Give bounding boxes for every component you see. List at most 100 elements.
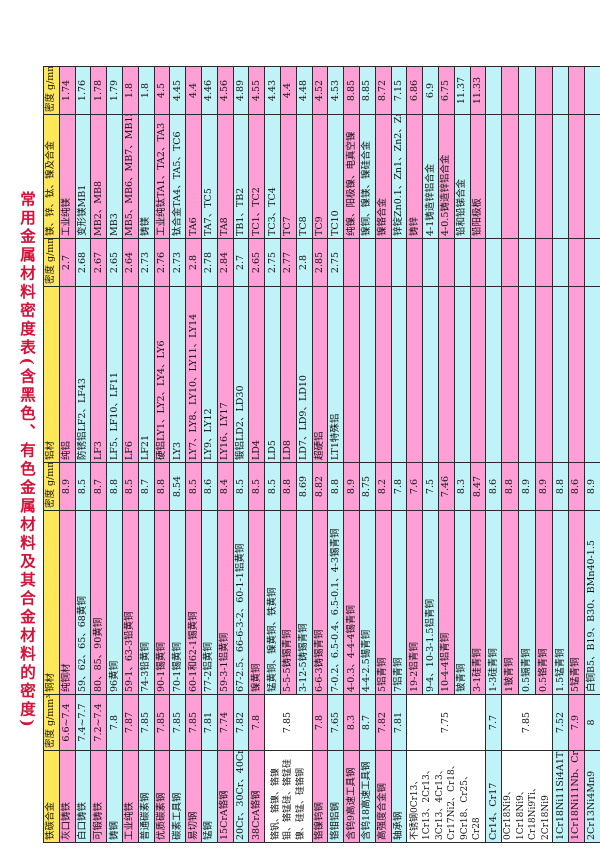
- copper-name: 90-1锡黄铜: [154, 510, 170, 695]
- steel-density: 7.85: [154, 694, 170, 751]
- steel-name: 含钨18高速工具钢: [359, 750, 376, 843]
- mgznti-density: 4.4: [185, 66, 202, 115]
- mgznti-name: 4-0.5铸造锌铝合金: [438, 114, 455, 239]
- copper-density: 8.5: [185, 462, 202, 511]
- aluminum-name: 超硬铝: [312, 286, 328, 463]
- copper-name: 锰黄铜、镍黄铜、铁黄铜: [264, 510, 281, 695]
- copper-density: 7.8: [391, 462, 407, 511]
- mgznti-density: 4.43: [264, 66, 281, 115]
- header-steel-density: 密度 g/mm³: [43, 694, 60, 751]
- mgznti-name: 铅和铅锑合金: [454, 114, 471, 239]
- copper-density: 8.6: [201, 462, 218, 511]
- steel-density: 7.85: [501, 694, 553, 751]
- copper-name: 59-3-1铝黄铜: [217, 510, 234, 695]
- steel-name: 铸钢: [106, 750, 123, 843]
- aluminum-name: LY9、LY12: [201, 286, 218, 463]
- aluminum-empty: [470, 286, 486, 463]
- mgznti-density: 4.48: [296, 66, 313, 115]
- aluminum-name: LD7、LD9、LD10: [296, 286, 313, 463]
- aluminum-empty: [343, 238, 360, 287]
- copper-name: 铍青铜: [454, 510, 471, 695]
- copper-name: 1-3硅青铜: [485, 510, 502, 695]
- aluminum-empty: [343, 286, 360, 463]
- aluminum-empty: [518, 238, 536, 287]
- steel-name: 铬镍钨钢: [312, 750, 328, 843]
- steel-density: 7.7: [485, 694, 502, 751]
- aluminum-empty: [438, 238, 455, 287]
- steel-density: 7.8: [248, 694, 265, 751]
- aluminum-density: 2.65: [106, 238, 123, 287]
- copper-name: 白铜B5、B19、B30、BMn40-1.5: [584, 510, 600, 695]
- mgznti-density: 4.89: [233, 66, 249, 115]
- aluminum-density: 2.67: [90, 238, 107, 287]
- steel-name: 锰钢: [201, 750, 218, 843]
- mgznti-density: 6.75: [438, 66, 455, 115]
- header-mgznti: 镁、锌、钛、镍及合金: [43, 114, 60, 239]
- aluminum-empty: [359, 286, 376, 463]
- mgznti-density: 6.86: [406, 66, 423, 115]
- copper-name: 3-12-5铸锡青铜: [296, 510, 313, 695]
- copper-name: 5锰青铜: [568, 510, 585, 695]
- steel-density: 7.85: [264, 694, 313, 751]
- aluminum-name: LY3: [169, 286, 186, 463]
- copper-density: 8.2: [375, 462, 392, 511]
- copper-name: 5铝青铜: [375, 510, 392, 695]
- copper-density: 8.9: [584, 462, 600, 511]
- aluminum-density: 2.76: [154, 238, 170, 287]
- steel-density: 7.87: [122, 694, 139, 751]
- mgznti-empty: [518, 66, 536, 115]
- aluminum-density: 2.8: [296, 238, 313, 287]
- copper-density: 7.46: [438, 462, 455, 511]
- mgznti-density: 4.53: [327, 66, 344, 115]
- mgznti-density: 1.74: [59, 66, 76, 115]
- mgznti-density: 4.52: [312, 66, 328, 115]
- aluminum-empty: [501, 238, 519, 287]
- mgznti-density: 1.79: [106, 66, 123, 115]
- mgznti-name: TC7: [280, 114, 297, 239]
- aluminum-empty: [485, 238, 502, 287]
- steel-density: 7.85: [138, 694, 155, 751]
- aluminum-name: LD5: [264, 286, 281, 463]
- table-body: 灰口铸铁 6.6~7.4 纯铜材 8.9 纯铝 2.7 工业纯镁 1.74 白口铸铁 7.4~7.…: [59, 66, 600, 843]
- aluminum-empty: [535, 238, 553, 287]
- aluminum-empty: [568, 286, 585, 463]
- header-aluminum: 铝材: [43, 286, 60, 463]
- steel-density: 7.82: [375, 694, 392, 751]
- table-row: 铬钼铝钢 7.65 7-0.2、6.5-0.4、6.5-0.1、4-3锡青铜 8.8 L…: [327, 66, 344, 843]
- mgznti-density: 4.4: [280, 66, 297, 115]
- copper-name: 96黄铜: [106, 510, 123, 695]
- mgznti-name: 铸镁: [138, 114, 155, 239]
- steel-name: 易切钢: [185, 750, 202, 843]
- mgznti-density: 8.72: [375, 66, 392, 115]
- copper-name: 0.5镉青铜: [518, 510, 536, 695]
- aluminum-name: LD8: [280, 286, 297, 463]
- aluminum-empty: [391, 238, 407, 287]
- aluminum-empty: [470, 238, 486, 287]
- mgznti-density: 4.46: [201, 66, 218, 115]
- aluminum-empty: [518, 286, 536, 463]
- aluminum-density: 2.73: [169, 238, 186, 287]
- steel-name: 1Cr18Ni11Nb、Cr23Ni18: [568, 750, 585, 843]
- copper-density: 8.54: [169, 462, 186, 511]
- steel-density: 7.82: [233, 694, 249, 751]
- table-row: 普通碳素钢 7.85 74-3铅黄铜 8.7 LF21 2.73 铸镁 1.8: [138, 66, 155, 843]
- mgznti-empty: [568, 66, 585, 115]
- aluminum-empty: [391, 286, 407, 463]
- copper-density: 7.6: [406, 462, 423, 511]
- copper-name: 4-4-2.5锡青铜: [359, 510, 376, 695]
- aluminum-density: 2.75: [327, 238, 344, 287]
- copper-density: 8.9: [343, 462, 360, 511]
- mgznti-name: TA8: [217, 114, 234, 239]
- copper-density: 8.82: [312, 462, 328, 511]
- table-row: 灰口铸铁 6.6~7.4 纯铜材 8.9 纯铝 2.7 工业纯镁 1.74: [59, 66, 76, 843]
- table-row: 易切钢 7.85 60-1和62-1锡黄铜 8.5 LY7、LY8、LY10、LY11、…: [185, 66, 202, 843]
- mgznti-name: 铸锌: [406, 114, 423, 239]
- mgznti-density: 1.76: [75, 66, 91, 115]
- table-row: 高强度合金钢 7.82 5铝青铜 8.2 镍铬合金 8.72: [375, 66, 392, 843]
- steel-density: 7.8: [312, 694, 328, 751]
- copper-name: 0.5铬青铜: [535, 510, 553, 695]
- steel-name: 2Cr13Ni4Mn9: [584, 750, 600, 843]
- copper-name: 59-1、63-3铅黄铜: [122, 510, 139, 695]
- copper-density: 8.7: [90, 462, 107, 511]
- aluminum-empty: [422, 238, 439, 287]
